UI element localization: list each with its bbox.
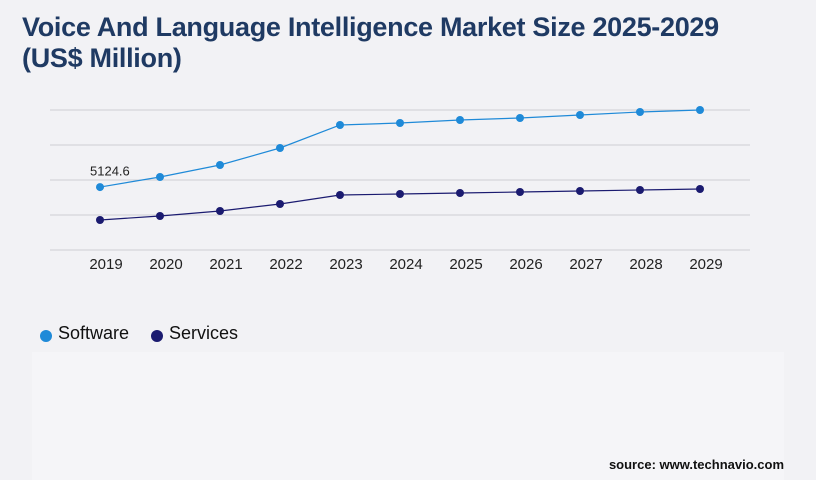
data-point [396,190,404,198]
data-label: 5124.6 [90,164,130,179]
x-tick-label: 2026 [509,256,542,273]
legend-label: Software [58,323,129,343]
x-tick-label: 2022 [269,256,302,273]
source: source: www.technavio.com [608,457,784,472]
data-point [216,206,224,215]
data-point [696,106,704,114]
data-point [456,115,464,124]
x-tick-label: 2023 [329,256,362,273]
data-point [276,143,284,152]
x-tick-label: 2029 [689,256,722,273]
data-point [396,118,404,127]
x-tick-label: 2028 [629,256,662,273]
data-point [516,187,524,196]
data-point [576,110,584,119]
data-point [156,211,164,220]
x-tick-label: 2025 [449,256,482,273]
data-point [216,160,224,169]
data-point [636,108,644,117]
background-panel [32,352,784,480]
x-tick-label: 2024 [389,256,422,273]
data-point [576,187,584,196]
x-tick-label: 2027 [569,256,602,273]
legend-marker [40,330,52,342]
data-point [276,199,284,208]
data-point [156,172,164,181]
data-point [96,215,104,224]
x-tick-label: 2020 [149,256,182,273]
chart-title: Voice And Language Intelligence Market S… [22,12,719,73]
data-point [336,120,344,129]
data-point [696,185,704,194]
legend-label: Services [169,323,238,343]
x-tick-label: 2021 [209,256,242,273]
data-point [336,190,344,199]
data-point [636,185,644,194]
x-tick-label: 2019 [89,256,122,273]
legend-marker [151,330,163,342]
data-point [456,189,464,198]
data-point [516,113,524,122]
data-point [96,183,104,192]
